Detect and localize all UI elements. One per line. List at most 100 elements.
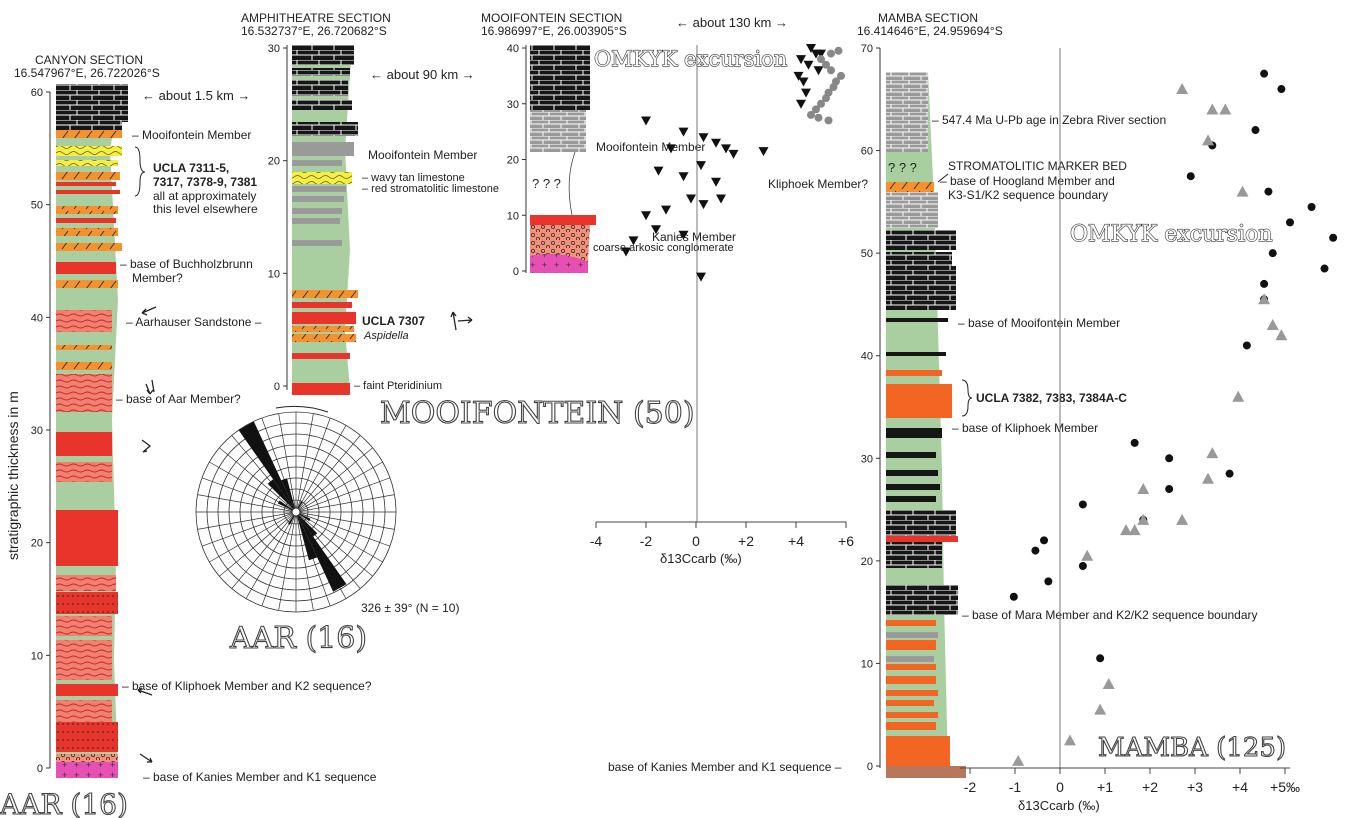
- mooifontein-title: MOOIFONTEIN SECTION: [481, 11, 622, 25]
- y-tick-label: 10: [861, 658, 873, 670]
- data-point-triangle: [1137, 513, 1150, 525]
- data-point-circle: [1130, 438, 1139, 447]
- data-point-triangle: [1081, 549, 1094, 561]
- rose-spoke: [197, 494, 297, 513]
- data-point-triangle-down: [698, 133, 709, 143]
- data-point-triangle-down: [801, 88, 811, 98]
- data-point-triangle-down: [711, 138, 721, 148]
- rose-spoke: [209, 511, 297, 563]
- x-tick-label: -2: [964, 779, 977, 795]
- data-point-circle: [1307, 202, 1316, 211]
- canyon-distance: ← about 1.5 km →: [142, 88, 250, 103]
- data-point-triangle: [1137, 483, 1150, 495]
- label-red-limestone: – red stromatolitic limestone: [362, 183, 499, 195]
- y-tick-label: 20: [31, 538, 43, 550]
- data-point-triangle-down: [678, 127, 689, 137]
- mamba-x-label: δ13Ccarb (‰): [1018, 798, 1100, 813]
- label-hoogland-2: K3-S1/K2 sequence boundary: [948, 188, 1108, 202]
- x-tick-label: 0: [1056, 779, 1064, 795]
- y-tick-label: 50: [31, 200, 43, 212]
- data-point-triangle-down: [661, 205, 671, 215]
- rose-spoke: [231, 511, 297, 589]
- data-point-triangle-down: [813, 66, 824, 76]
- data-point-circle: [1165, 454, 1174, 463]
- rose-petal: [296, 512, 347, 592]
- label-pteridinium: – faint Pteridinium: [354, 380, 442, 392]
- rose-petal: [281, 478, 296, 512]
- data-point-circle: [812, 105, 820, 114]
- data-point-circle: [1251, 126, 1260, 135]
- data-point-triangle-down: [698, 200, 709, 210]
- y-tick-label: 20: [507, 155, 519, 167]
- data-point-triangle: [1176, 513, 1189, 525]
- data-point-triangle: [1094, 703, 1107, 715]
- data-point-triangle-down: [806, 44, 816, 53]
- data-point-circle: [824, 116, 833, 125]
- mamba-coords: 16.414646°E, 24.959694°S: [857, 24, 1003, 38]
- label-moo-kanies: Kanies Member: [652, 230, 736, 244]
- rose-spoke: [295, 511, 391, 547]
- big-label-mooifontein: MOOIFONTEIN (50): [380, 396, 695, 431]
- data-point-triangle-down: [711, 177, 721, 187]
- data-point-circle: [817, 99, 825, 108]
- label-ucla-canyon-1: UCLA 7311-5,: [153, 161, 229, 175]
- data-point-circle: [822, 60, 830, 69]
- data-point-circle: [1320, 264, 1329, 273]
- big-label-aar-bottom: AAR (16): [0, 788, 128, 818]
- data-point-triangle-down: [641, 116, 651, 126]
- x-tick-label: +1: [1097, 779, 1113, 795]
- data-point-triangle: [1219, 103, 1232, 115]
- data-point-triangle-down: [686, 194, 696, 204]
- y-tick-label: 30: [861, 453, 873, 465]
- x-tick-label: +4: [1232, 779, 1248, 795]
- mooifontein-distance: ← about 130 km →: [676, 15, 788, 30]
- omkyk-excursion-moo: OMKYK excursion: [594, 47, 787, 71]
- x-tick-label: -4: [590, 533, 603, 549]
- mooifontein-x-label: δ13Ccarb (‰): [660, 551, 742, 566]
- data-point-circle: [1286, 218, 1294, 227]
- label-amph-mooifontein: Mooifontein Member: [368, 148, 477, 162]
- label-mamba-kliphoek: – base of Kliphoek Member: [952, 421, 1098, 435]
- data-point-triangle: [1275, 329, 1288, 341]
- mooifontein-data-points: [621, 44, 845, 282]
- x-tick-label: +2: [738, 533, 754, 549]
- label-ucla-canyon-4: this level elsewhere: [153, 202, 258, 216]
- data-point-circle: [837, 71, 845, 80]
- data-point-triangle: [1202, 472, 1215, 484]
- data-point-circle: [1040, 536, 1049, 545]
- rose-spoke: [295, 447, 373, 513]
- mamba-y-ticks: 0 10 20 30 40 50 60 70: [861, 43, 880, 773]
- label-mooifontein: – Mooifontein Member: [132, 128, 251, 142]
- y-tick-label: 0: [274, 381, 280, 393]
- data-point-triangle: [1128, 524, 1141, 536]
- label-question-mamba: ? ? ?: [888, 160, 917, 175]
- label-ucla-canyon-3: all at approximately: [153, 189, 256, 203]
- y-tick-label: 70: [861, 43, 873, 55]
- y-tick-label: 0: [37, 763, 43, 775]
- rose-spoke: [219, 511, 297, 577]
- y-tick-label: 60: [31, 87, 43, 99]
- y-tick-label: 0: [513, 266, 519, 278]
- amphitheatre-title: AMPHITHEATRE SECTION: [241, 11, 391, 25]
- x-tick-label: +5‰: [1270, 779, 1300, 795]
- data-point-triangle-down: [696, 161, 706, 171]
- data-point-circle: [1165, 485, 1174, 494]
- data-point-circle: [1242, 341, 1251, 350]
- data-point-circle: [1009, 592, 1018, 601]
- rose-spoke: [245, 511, 297, 599]
- rose-spoke: [295, 494, 395, 513]
- rose-petal: [238, 421, 296, 512]
- label-buchholz-2: Member?: [132, 271, 183, 285]
- label-hoogland-1: – base of Hoogland Member and: [940, 174, 1115, 188]
- rose-petal: [267, 479, 296, 512]
- data-point-triangle-down: [621, 247, 631, 257]
- data-point-triangle: [1063, 734, 1076, 746]
- data-point-circle: [1260, 69, 1269, 78]
- data-point-triangle-down: [628, 236, 639, 246]
- data-point-triangle-down: [641, 211, 651, 221]
- data-point-triangle-down: [721, 144, 731, 154]
- rose-spoke: [295, 417, 331, 513]
- rose-spoke: [295, 511, 314, 611]
- y-tick-label: 50: [861, 248, 873, 260]
- amph-arrows: [450, 311, 473, 331]
